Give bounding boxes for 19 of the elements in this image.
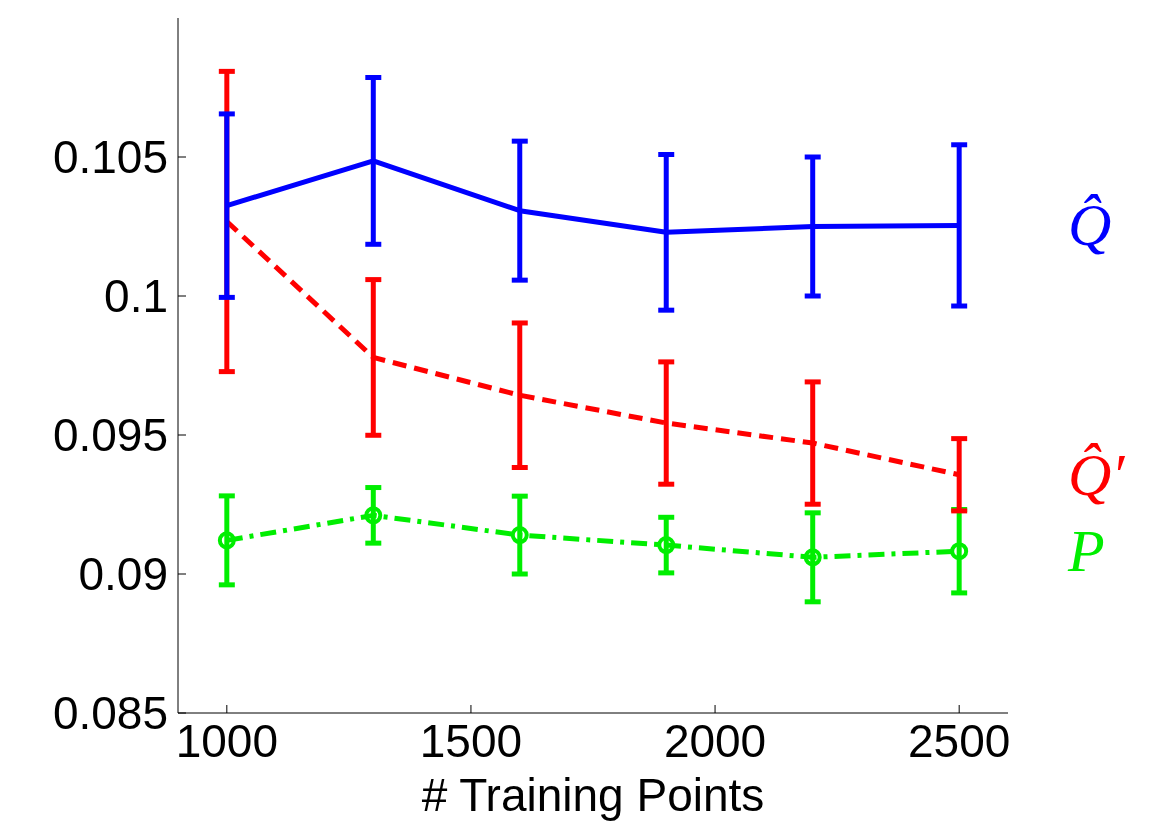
point — [950, 542, 969, 561]
x-tick-label: 1000 — [175, 715, 278, 767]
x-tick-label: 2000 — [663, 715, 767, 767]
y-tick-label: 0.095 — [52, 409, 168, 461]
y-tick-label: 0.085 — [52, 687, 168, 739]
x-tick-label: 1500 — [419, 715, 523, 767]
point — [217, 531, 236, 550]
point — [364, 506, 383, 525]
y-tick-label: 0.09 — [78, 548, 168, 600]
y-tick-label: 0.1 — [104, 270, 168, 322]
series-label: Q̂′ — [1068, 441, 1126, 508]
point — [510, 526, 529, 545]
x-tick-label: 2500 — [908, 715, 1011, 767]
series-label: P — [1067, 518, 1105, 585]
point — [803, 548, 822, 567]
x-axis-title: # Training Points — [421, 769, 765, 821]
series-label: Q̂ — [1068, 192, 1112, 259]
y-tick-label: 0.105 — [52, 131, 168, 183]
point — [657, 536, 676, 555]
